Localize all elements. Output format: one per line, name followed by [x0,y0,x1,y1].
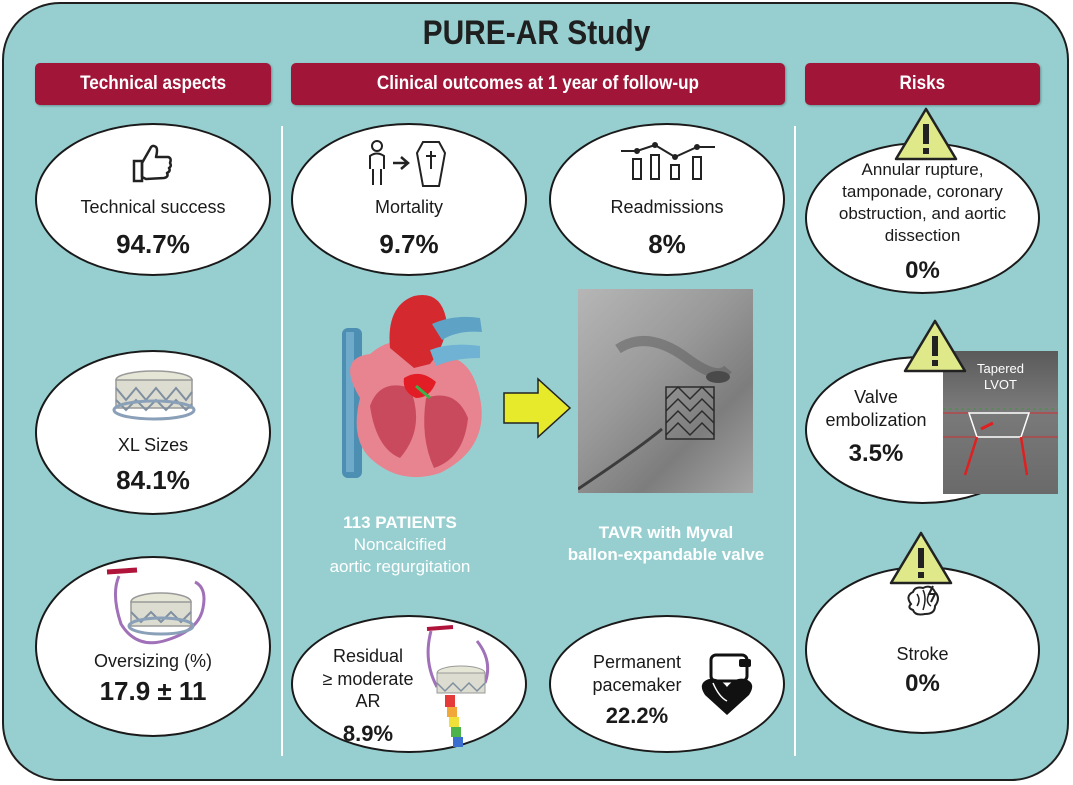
warning-icon [894,107,958,161]
patients-line1: 113 PATIENTS [343,513,457,532]
oversized-valve-icon [106,567,206,645]
pacemaker-line1: Permanent [592,652,682,672]
patient-to-coffin-icon [369,140,447,187]
warning-icon [889,531,953,585]
divider-right [794,126,796,756]
page-title: PURE-AR Study [422,14,651,52]
fluoroscopy-image [578,289,753,493]
readmissions-oval: Readmissions 8% [549,123,785,276]
rupture-line3: obstruction, and aortic [838,204,1007,224]
rupture-line2: tamponade, coronary [842,182,1003,202]
lvot-caption-line2: LVOT [984,376,1017,392]
lvot-caption-line1: Tapered [977,361,1024,376]
residual-ar-value: 8.9% [342,721,394,746]
readmissions-label: Readmissions [610,197,724,217]
thumbs-up-icon [132,144,173,183]
oversizing-oval: Oversizing (%) 17.9 ± 11 [35,556,271,737]
patients-line3: aortic regurgitation [329,557,471,577]
residual-line1: Residual [332,646,404,666]
technical-success-oval: Technical success 94.7% [35,123,271,276]
lvot-caption: Tapered LVOT [943,361,1058,392]
xl-sizes-label: XL Sizes [117,435,189,455]
pacemaker-icon [701,653,753,715]
pacemaker-line2: pacemaker [592,674,682,695]
mortality-label: Mortality [374,197,443,217]
warning-icon [903,319,967,373]
header-clinical-outcomes: Clinical outcomes at 1 year of follow-up [291,63,785,105]
rupture-line4: dissection [884,226,961,246]
rupture-oval: Annular rupture, tamponade, coronary obs… [805,142,1040,294]
rupture-label: Annular rupture, tamponade, coronary obs… [807,159,1038,247]
stroke-value: 0% [905,670,940,697]
technical-success-value: 94.7% [116,229,190,259]
header-technical-aspects: Technical aspects [35,63,271,105]
residual-ar-valve-icon [426,625,490,747]
embolization-value: 3.5% [848,440,904,467]
tavr-caption: TAVR with Myval ballon-expandable valve [548,522,784,566]
pacemaker-value: 22.2% [605,703,669,728]
brain-lightning-icon [907,585,939,616]
tavr-line1: TAVR with Myval [598,523,734,542]
stroke-oval: Stroke 0% [805,566,1040,734]
pacemaker-label: Permanent pacemaker [571,651,703,696]
stroke-label: Stroke [896,644,949,664]
embolization-line2: embolization [825,410,927,431]
residual-ar-label: Residual ≥ moderate AR [313,645,423,713]
divider-left [281,126,283,756]
rupture-line1: Annular rupture, [861,160,984,179]
tavr-line2: ballon-expandable valve [567,545,765,565]
xl-sizes-oval: XL Sizes 84.1% [35,350,271,515]
header-risks: Risks [805,63,1040,105]
technical-success-label: Technical success [80,197,226,217]
rupture-value: 0% [905,257,940,284]
valve-icon [112,370,196,421]
readmission-chart-icon [621,142,715,180]
oversizing-label: Oversizing (%) [93,651,213,671]
oversizing-value: 17.9 ± 11 [99,676,207,706]
xl-sizes-value: 84.1% [116,465,190,495]
readmissions-value: 8% [648,229,686,259]
arrow-icon [503,377,572,439]
embolization-label: Valve embolization [809,386,943,433]
mortality-oval: Mortality 9.7% [291,123,527,276]
pacemaker-oval: Permanent pacemaker 22.2% [549,615,785,753]
patients-line2: Noncalcified [353,535,447,555]
residual-line3: AR [355,691,381,711]
mortality-value: 9.7% [379,229,439,259]
heart-illustration [342,294,482,478]
residual-line2: ≥ moderate [322,668,414,689]
lvot-ct-image: Tapered LVOT [943,351,1058,494]
embolization-line1: Valve [854,387,898,407]
patients-caption: 113 PATIENTS Noncalcified aortic regurgi… [300,512,500,578]
residual-ar-oval: Residual ≥ moderate AR 8.9% [291,615,527,753]
